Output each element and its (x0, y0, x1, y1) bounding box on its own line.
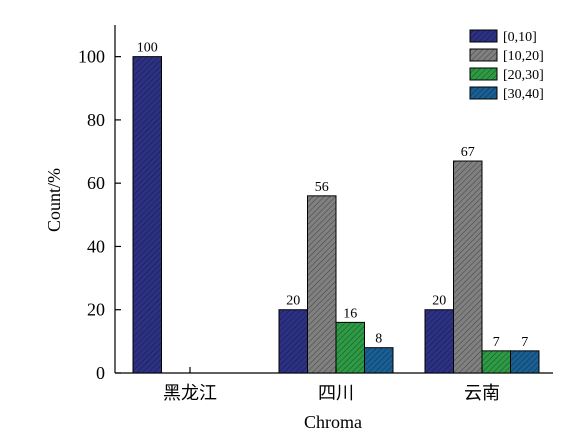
legend: [0,10] [10,20] [20,30] [30,40] (469, 29, 544, 102)
bar-1-1 (307, 195, 337, 374)
x-tick-label: 云南 (464, 383, 500, 403)
data-label: 67 (461, 145, 475, 160)
data-label: 20 (432, 294, 446, 309)
x-axis-title: Chroma (304, 412, 362, 432)
bar-2-1 (453, 160, 483, 374)
legend-swatch (469, 67, 498, 81)
data-label: 7 (521, 335, 528, 350)
y-tick-label: 80 (87, 110, 105, 130)
bar-2-0 (424, 309, 454, 374)
legend-label: [30,40] (503, 87, 544, 102)
bar-2-2 (481, 350, 511, 374)
data-label: 56 (315, 180, 329, 195)
y-axis: 0 20 40 60 80 100 (78, 47, 121, 383)
y-tick-label: 40 (87, 236, 105, 256)
x-tick-label: 四川 (318, 383, 354, 403)
data-label: 7 (493, 335, 500, 350)
y-tick-label: 20 (87, 300, 105, 320)
legend-label: [20,30] (503, 68, 544, 83)
data-label: 8 (375, 332, 382, 347)
bar-0-0 (132, 56, 162, 374)
bar-1-2 (335, 321, 365, 374)
data-labels: 100 20 56 16 8 20 67 7 7 (137, 41, 529, 350)
bar-group (132, 56, 540, 374)
x-tick-label: 黑龙江 (163, 383, 217, 403)
y-tick-label: 100 (78, 47, 105, 67)
legend-label: [10,20] (503, 49, 544, 64)
bar-2-3 (510, 350, 540, 374)
legend-swatch (469, 86, 498, 100)
legend-swatch (469, 29, 498, 43)
y-tick-label: 60 (87, 173, 105, 193)
data-label: 20 (286, 294, 300, 309)
legend-label: [0,10] (503, 30, 537, 45)
y-tick-label: 0 (96, 363, 105, 383)
data-label: 16 (343, 306, 357, 321)
legend-swatch (469, 48, 498, 62)
bar-1-3 (364, 347, 394, 374)
bar-1-0 (278, 309, 308, 374)
x-axis: 黑龙江 四川 云南 (163, 367, 500, 403)
data-label: 100 (137, 41, 158, 56)
y-axis-title: Count/% (44, 168, 64, 232)
